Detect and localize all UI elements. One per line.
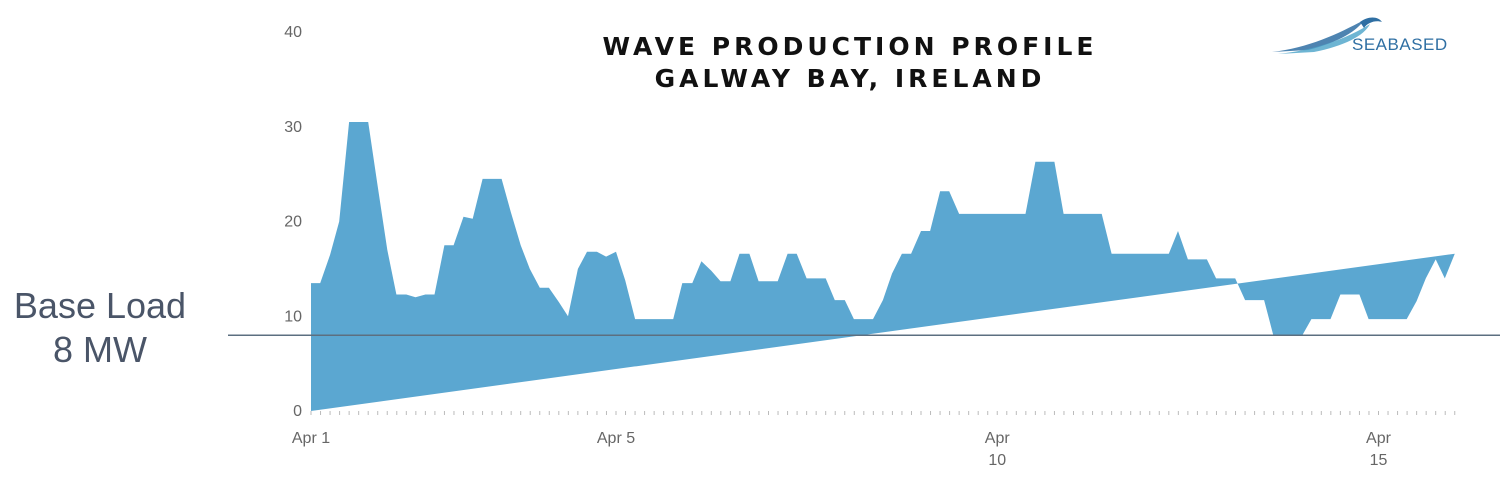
x-tick-label: 10 — [988, 452, 1006, 469]
y-tick-label: 10 — [284, 308, 302, 325]
chart-title-line2: GALWAY BAY, IRELAND — [654, 64, 1046, 93]
base-load-label: Base Load — [13, 285, 187, 326]
seabased-logo-wave-icon — [1272, 17, 1382, 54]
y-tick-label: 0 — [293, 403, 302, 420]
x-tick-label: 15 — [1370, 452, 1388, 469]
x-tick-label: Apr — [985, 430, 1011, 447]
area-layer — [311, 122, 1455, 411]
x-tick-label: Apr 5 — [597, 430, 635, 447]
x-tick-label: Apr — [1366, 430, 1392, 447]
seabased-logo-text: SEABASED — [1352, 35, 1448, 54]
wave-production-area — [311, 122, 1455, 411]
base-load-value: 8 MW — [53, 329, 147, 370]
x-axis-ticks: Apr 1 Apr 5 Apr 10 Apr 15 — [292, 411, 1456, 469]
y-tick-label: 30 — [284, 119, 302, 136]
y-tick-label: 40 — [284, 24, 302, 41]
y-axis-ticks: 0 10 20 30 40 — [284, 24, 302, 420]
chart-title-line1: WAVE PRODUCTION PROFILE — [602, 32, 1098, 61]
y-tick-label: 20 — [284, 214, 302, 231]
x-tick-label: Apr 1 — [292, 430, 330, 447]
